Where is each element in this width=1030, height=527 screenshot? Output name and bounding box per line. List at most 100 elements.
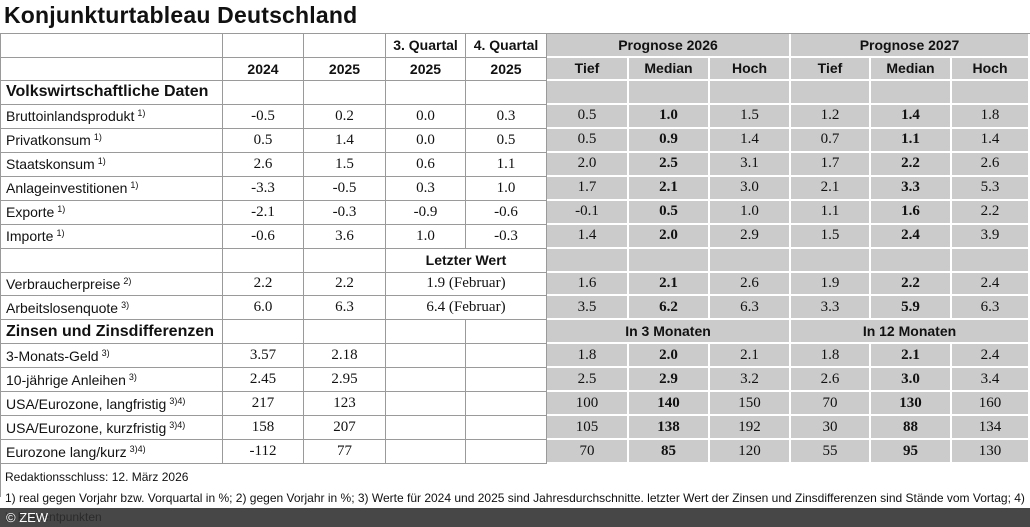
footnote-ref: 3) [101,347,110,358]
value-cell: 1.1 [466,152,547,177]
row-label: Staatskonsum 1) [1,152,223,177]
value-cell: 30 [791,416,871,441]
table: 3. Quartal 4. Quartal Prognose 2026 Prognos… [0,33,1030,497]
value-cell: -0.6 [223,224,304,249]
value-cell: 123 [304,392,386,417]
value-cell: -3.3 [223,176,304,201]
value-cell: 0.0 [386,128,466,153]
column-header: Median [629,57,710,81]
value-cell: 1.4 [871,104,952,129]
empty-cell [304,34,386,58]
value-cell: 1.6 [547,272,629,297]
value-cell: 138 [629,416,710,441]
value-cell: 3.3 [791,296,871,321]
column-header: 2025 [304,57,386,81]
value-cell: 3.3 [871,176,952,201]
value-cell: 2.1 [629,176,710,201]
value-cell: 2.5 [547,368,629,393]
value-cell: 55 [791,440,871,465]
column-header: Median [871,57,952,81]
column-header: Hoch [952,57,1030,81]
value-cell: 1.0 [629,104,710,129]
empty-cell [791,81,871,105]
value-cell: 1.4 [710,128,791,153]
value-cell: 1.5 [710,104,791,129]
empty-cell [386,416,466,441]
row-label-text: USA/Eurozone, langfristig [6,395,167,412]
row-label: Anlageinvestitionen 1) [1,176,223,201]
value-cell: 2.2 [223,272,304,297]
empty-cell [386,320,466,345]
value-cell: 3.9 [952,224,1030,249]
value-cell: 3.1 [710,152,791,177]
row-label-text: 3-Monats-Geld [6,347,99,364]
editorial-deadline: Redaktionsschluss: 12. März 2026 [5,470,189,484]
empty-cell [547,248,629,273]
footnote-ref: 1) [56,228,65,239]
value-cell: 0.5 [629,200,710,225]
row-label: Verbraucherpreise 2) [1,272,223,297]
value-cell: -0.5 [223,104,304,129]
value-cell: 192 [710,416,791,441]
value-cell: 2.1 [871,344,952,369]
value-cell: 158 [223,416,304,441]
empty-cell [223,248,304,273]
footnote-ref: 3) [121,299,130,310]
value-cell: 2.9 [629,368,710,393]
empty-cell [304,320,386,345]
empty-cell [466,368,547,393]
value-cell: 1.6 [871,200,952,225]
value-cell: 2.95 [304,368,386,393]
value-cell: 1.9 [791,272,871,297]
value-cell: 2.1 [629,272,710,297]
empty-cell [952,81,1030,105]
value-cell: 1.8 [547,344,629,369]
value-cell: 2.1 [791,176,871,201]
row-label: 3-Monats-Geld 3) [1,344,223,369]
empty-cell [466,320,547,345]
row-label: Exporte 1) [1,200,223,225]
value-cell: 3.2 [710,368,791,393]
value-cell: 1.2 [791,104,871,129]
value-cell: 1.4 [547,224,629,249]
footnote-ref: 2) [123,275,132,286]
value-cell: 0.9 [629,128,710,153]
value-cell: 207 [304,416,386,441]
value-cell: 2.18 [304,344,386,369]
value-cell: 3.6 [304,224,386,249]
empty-cell [466,392,547,417]
value-cell: 2.1 [710,344,791,369]
value-cell: 2.45 [223,368,304,393]
empty-cell [223,320,304,345]
value-cell: 1.0 [386,224,466,249]
row-label: Importe 1) [1,224,223,249]
value-cell: 1.7 [791,152,871,177]
copyright-bar: © ZEW [0,508,1030,527]
row-label-text: Staatskonsum [6,156,95,173]
value-cell: 2.2 [952,200,1030,225]
value-cell: 0.5 [547,104,629,129]
value-cell: 1.1 [791,200,871,225]
empty-cell [1,57,223,81]
value-cell: 2.2 [871,272,952,297]
footnote-ref: 3)4) [129,443,146,454]
value-cell: 2.2 [304,272,386,297]
value-cell: 2.6 [952,152,1030,177]
column-header: Tief [547,57,629,81]
value-cell: 85 [629,440,710,465]
value-cell: 1.9 (Februar) [386,272,547,297]
empty-cell [629,248,710,273]
footnote-ref: 1) [137,108,146,119]
row-label: USA/Eurozone, kurzfristig 3)4) [1,416,223,441]
empty-cell [386,81,466,105]
row-label: Privatkonsum 1) [1,128,223,153]
empty-cell [1,34,223,58]
value-cell: 0.5 [223,128,304,153]
empty-cell [629,81,710,105]
value-cell: -0.3 [466,224,547,249]
value-cell: 160 [952,392,1030,417]
row-label: USA/Eurozone, langfristig 3)4) [1,392,223,417]
value-cell: 3.5 [547,296,629,321]
value-cell: 105 [547,416,629,441]
